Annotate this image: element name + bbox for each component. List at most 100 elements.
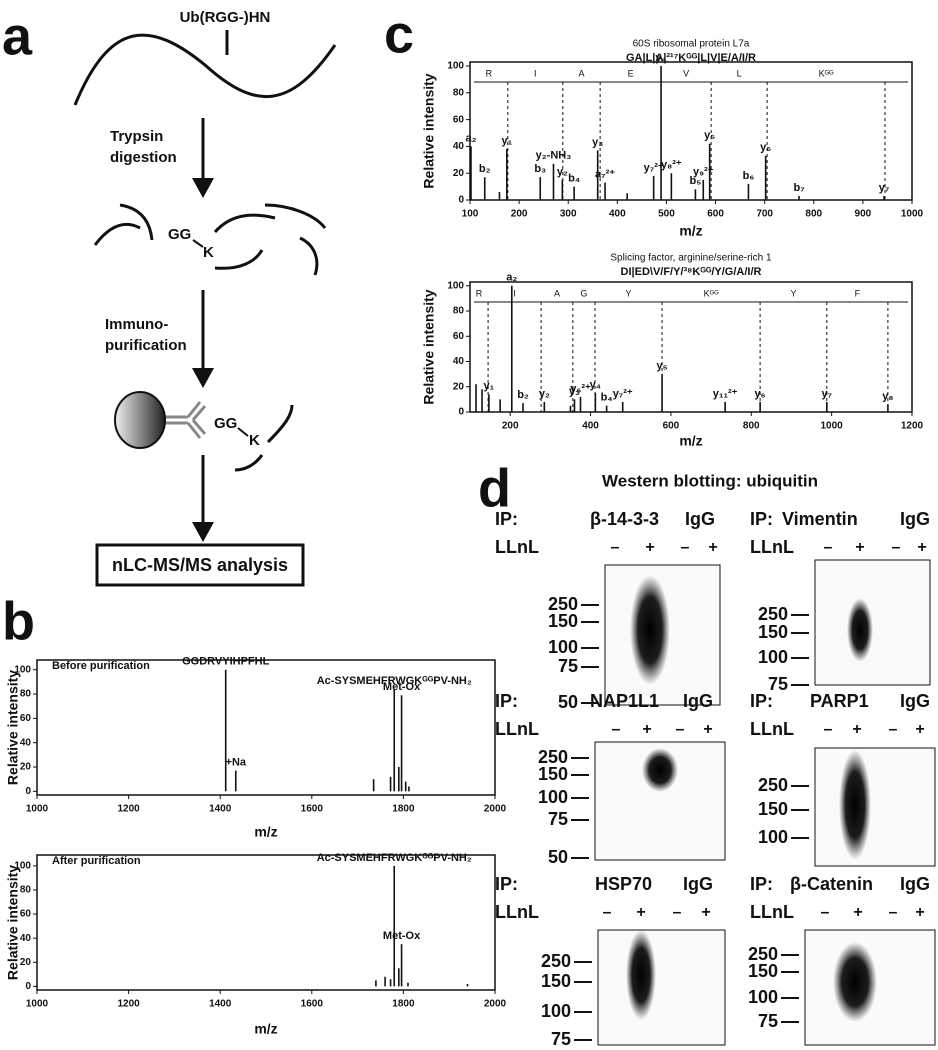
- ip-prefix: IP:: [495, 691, 518, 711]
- ip-target: HSP70: [595, 874, 652, 894]
- x-tick-label: 400: [582, 421, 599, 432]
- residue: V: [683, 68, 689, 78]
- x-tick-label: 1200: [901, 421, 924, 432]
- peak-label: y₁: [484, 380, 495, 392]
- workflow: [73, 30, 337, 587]
- peak-label: y₈²⁺: [661, 159, 682, 171]
- y-tick-label: 40: [453, 141, 465, 152]
- lane-sign: +: [703, 721, 712, 738]
- peak-label: y₄: [655, 52, 666, 64]
- step-label: purification: [105, 337, 187, 354]
- marker-label: 250: [541, 951, 571, 971]
- x-axis-label: m/z: [679, 223, 702, 239]
- marker-label: 75: [768, 674, 788, 694]
- peak-label: y₇²⁺: [613, 388, 633, 400]
- residue: Kᴳᴳ: [704, 288, 719, 298]
- marker-label: 150: [758, 622, 788, 642]
- treatment: LLnL: [750, 719, 794, 739]
- x-tick-label: 2000: [484, 804, 507, 815]
- chart-title: 60S ribosomal protein L7a: [633, 39, 750, 50]
- fragment: [234, 454, 264, 472]
- marker-label: 150: [541, 971, 571, 991]
- plot-frame: [36, 659, 496, 796]
- blot-band: [626, 930, 656, 1020]
- marker-label: 75: [548, 809, 568, 829]
- peak-label: b₆: [743, 170, 755, 182]
- lane-sign: +: [708, 539, 717, 556]
- chart-title: Splicing factor, arginine/serine-rich 1: [610, 253, 772, 264]
- lane-sign: –: [681, 539, 690, 556]
- ip-prefix: IP:: [750, 874, 773, 894]
- ip-control: IgG: [900, 874, 930, 894]
- peak-label: y₇²⁺: [644, 162, 664, 174]
- residue: G: [580, 288, 587, 298]
- y-tick-label: 40: [453, 356, 465, 367]
- lane-sign: +: [852, 721, 861, 738]
- blot-band: [833, 942, 877, 1022]
- x-tick-label: 1600: [301, 999, 324, 1010]
- y-tick-label: 80: [453, 306, 465, 317]
- blot-band: [847, 598, 873, 662]
- x-tick-label: 1800: [392, 804, 415, 815]
- lane-sign: +: [917, 539, 926, 556]
- ip-control: IgG: [900, 509, 930, 529]
- marker-label: 100: [541, 1001, 571, 1021]
- residue: Kᴳᴳ: [819, 68, 834, 78]
- y-tick-label: 100: [14, 664, 31, 675]
- peak-label: b₂: [517, 389, 529, 401]
- y-tick-label: 80: [20, 689, 32, 700]
- k-label: K: [249, 432, 260, 449]
- peak-label: y₄: [590, 379, 601, 391]
- y-tick-label: 0: [25, 981, 31, 992]
- fragment: [299, 236, 319, 276]
- lane-sign: +: [701, 904, 710, 921]
- x-tick-label: 200: [502, 421, 519, 432]
- bond: [192, 239, 204, 248]
- x-tick-label: 1400: [209, 999, 232, 1010]
- marker-label: 150: [548, 611, 578, 631]
- y-tick-label: 20: [453, 168, 465, 179]
- marker-label: 100: [538, 787, 568, 807]
- x-tick-label: 500: [658, 209, 675, 220]
- treatment: LLnL: [495, 537, 539, 557]
- x-tick-label: 1000: [26, 999, 49, 1010]
- peak-label: y₅: [656, 360, 667, 372]
- peak-label: y₇: [879, 182, 890, 194]
- x-tick-label: 1000: [901, 209, 924, 220]
- peak-label: y₅: [704, 130, 715, 142]
- y-tick-label: 100: [447, 61, 464, 72]
- peak-label: y₆: [755, 388, 766, 400]
- marker-label: 250: [758, 775, 788, 795]
- y-tick-label: 60: [453, 114, 465, 125]
- residue: R: [486, 68, 493, 78]
- fragment: [119, 203, 154, 241]
- lane-sign: –: [889, 721, 898, 738]
- ip-control: IgG: [683, 874, 713, 894]
- ip-prefix: IP:: [750, 691, 773, 711]
- residue: A: [554, 288, 560, 298]
- marker-label: 100: [748, 987, 778, 1007]
- ip-target: β-Catenin: [790, 874, 873, 894]
- panel-title: After purification: [52, 855, 141, 867]
- fragment: [214, 249, 264, 270]
- ip-control: IgG: [683, 691, 713, 711]
- peak-label: y₁: [501, 135, 512, 147]
- marker-label: 50: [548, 847, 568, 867]
- peak-label: b₇: [793, 182, 804, 194]
- bead: [114, 391, 166, 449]
- lane-sign: –: [603, 904, 612, 921]
- y-tick-label: 20: [20, 957, 32, 968]
- residue: E: [628, 68, 634, 78]
- lane-sign: –: [824, 721, 833, 738]
- peak-label: y₂: [539, 388, 550, 400]
- x-axis-label: m/z: [254, 1021, 277, 1037]
- peak-label: y₂: [557, 166, 568, 178]
- ip-target: Vimentin: [782, 509, 858, 529]
- protein-wave: [73, 33, 337, 106]
- y-tick-label: 100: [14, 860, 31, 871]
- residue: Y: [626, 288, 632, 298]
- y-tick-label: 100: [447, 280, 464, 291]
- marker-label: 75: [758, 1011, 778, 1031]
- ip-prefix: IP:: [495, 874, 518, 894]
